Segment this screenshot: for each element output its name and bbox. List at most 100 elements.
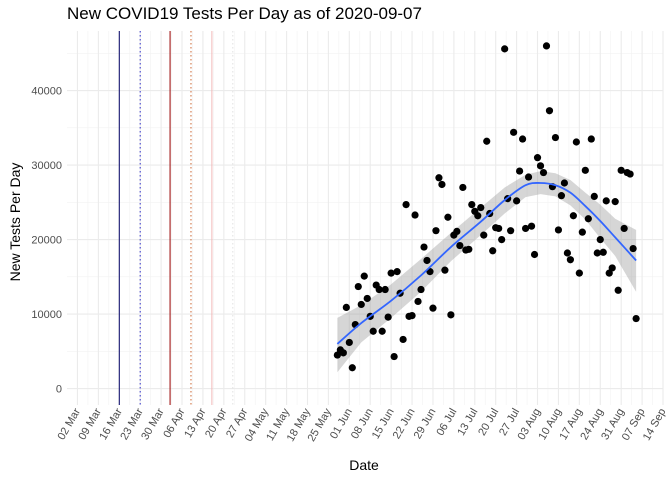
data-point	[507, 227, 515, 235]
data-point	[596, 236, 604, 244]
data-point	[402, 200, 410, 209]
data-point	[542, 42, 551, 50]
data-point	[474, 212, 482, 220]
data-point	[369, 327, 377, 335]
data-point	[554, 226, 563, 234]
data-point	[411, 211, 419, 219]
data-point	[581, 166, 589, 174]
data-point	[438, 180, 446, 189]
data-point	[533, 154, 542, 162]
data-point	[566, 256, 574, 264]
smooth-confidence-band	[337, 171, 637, 373]
data-point	[602, 197, 610, 205]
data-point	[620, 224, 628, 233]
data-point	[408, 311, 416, 320]
y-tick-label: 0	[56, 384, 62, 396]
data-point	[333, 351, 341, 359]
data-point	[608, 264, 616, 272]
data-point	[563, 249, 572, 257]
data-point	[444, 213, 452, 221]
data-point	[530, 250, 539, 259]
data-point	[590, 192, 598, 200]
data-point	[447, 311, 455, 319]
data-point	[572, 138, 580, 146]
data-point	[584, 215, 592, 223]
data-point	[348, 364, 356, 372]
data-point	[384, 313, 392, 321]
data-point	[432, 227, 440, 235]
data-point	[521, 224, 530, 233]
y-tick-label: 40000	[31, 86, 62, 98]
data-point	[459, 183, 467, 192]
data-point	[632, 314, 640, 323]
data-point	[527, 222, 536, 230]
data-point	[435, 174, 443, 182]
data-point	[399, 335, 407, 344]
data-point	[498, 236, 506, 244]
data-point	[483, 137, 491, 145]
data-point	[614, 286, 622, 294]
data-point	[489, 247, 497, 255]
data-point	[363, 294, 371, 303]
chart-title: New COVID19 Tests Per Day as of 2020-09-…	[67, 4, 422, 23]
data-point	[510, 128, 518, 136]
data-point	[480, 231, 488, 239]
data-point	[381, 285, 389, 294]
data-point	[387, 269, 395, 277]
data-point	[551, 133, 560, 142]
y-axis-label: New Tests Per Day	[7, 163, 23, 282]
data-point	[524, 173, 533, 181]
data-point	[626, 170, 634, 178]
smooth-line	[336, 182, 637, 345]
data-point	[345, 338, 353, 347]
data-points	[333, 42, 640, 372]
data-point	[513, 197, 521, 205]
data-point	[342, 303, 350, 312]
data-point	[518, 135, 527, 143]
data-point	[578, 228, 586, 236]
data-point	[557, 192, 566, 200]
smooth-curve	[336, 182, 637, 345]
data-point	[617, 166, 625, 174]
data-point	[423, 256, 431, 265]
data-point	[605, 269, 613, 277]
data-point	[417, 285, 425, 294]
data-point	[560, 179, 569, 187]
data-point	[501, 45, 509, 53]
data-point	[354, 282, 362, 291]
data-point	[360, 272, 368, 280]
reference-lines	[118, 31, 234, 405]
data-point	[420, 243, 428, 251]
data-point	[539, 168, 548, 177]
y-tick-label: 20000	[31, 235, 62, 247]
x-axis-label: Date	[349, 457, 379, 473]
data-point	[593, 249, 601, 257]
data-point	[393, 268, 401, 276]
data-point	[429, 304, 437, 312]
grid-major	[67, 31, 664, 405]
data-point	[611, 198, 619, 206]
data-point	[599, 248, 607, 256]
data-point	[536, 162, 545, 170]
y-tick-label: 10000	[31, 309, 62, 321]
data-point	[477, 203, 485, 212]
data-point	[495, 224, 503, 233]
data-point	[575, 269, 583, 277]
confidence-band	[337, 171, 637, 373]
data-point	[441, 266, 449, 274]
data-point	[375, 285, 383, 294]
y-axis-ticks: 0 10000 20000 30000 40000	[31, 86, 62, 396]
data-point	[357, 300, 365, 309]
data-point	[587, 135, 595, 143]
data-point	[414, 297, 422, 306]
y-tick-label: 30000	[31, 160, 62, 172]
data-point	[453, 227, 461, 236]
data-point	[465, 245, 473, 253]
data-point	[339, 349, 347, 357]
data-point	[456, 241, 464, 250]
data-point	[629, 244, 637, 253]
data-point	[569, 212, 577, 220]
data-point	[378, 327, 386, 335]
